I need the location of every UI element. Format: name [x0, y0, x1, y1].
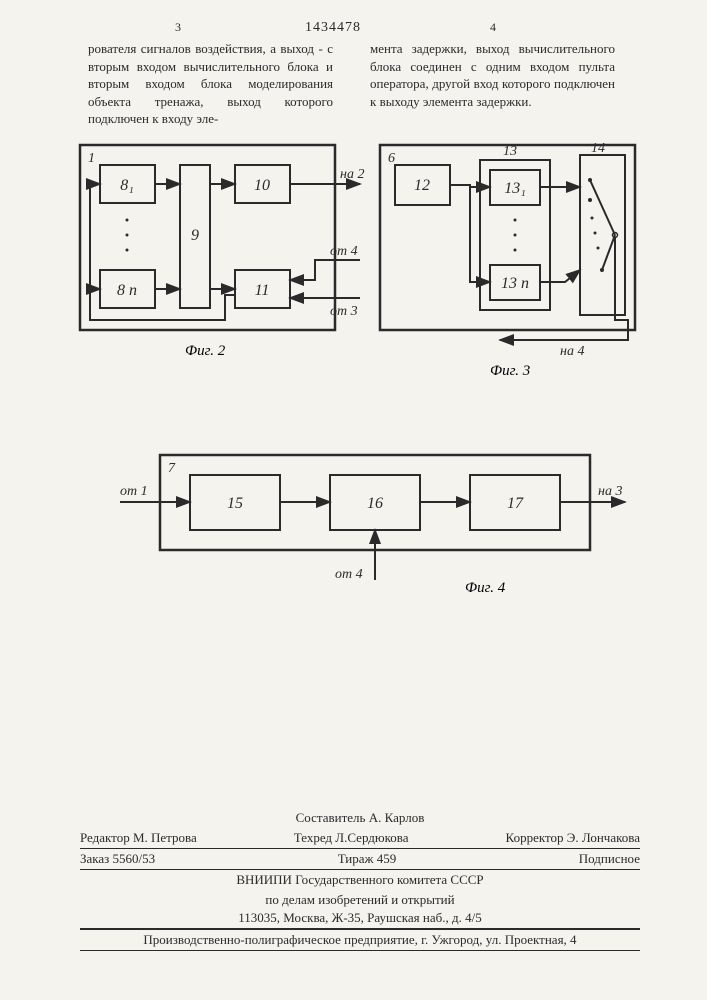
fig3-b131: 13₁ [504, 180, 526, 197]
credits-block: Составитель А. Карлов Редактор М. Петров… [80, 810, 640, 951]
fig2-ot4: от 4 [330, 244, 358, 259]
fig2-b9: 9 [191, 227, 199, 244]
fig4-b15: 15 [227, 495, 243, 512]
diagrams-area: 1 8₁ 8 n 9 10 11 на 2 от 4 от 3 Фиг. 2 6… [70, 140, 645, 615]
techred: Техред Л.Сердюкова [294, 830, 409, 846]
fig3-outer-label: 6 [388, 151, 395, 166]
fig4-caption: Фиг. 4 [465, 580, 506, 596]
fig4-outer-label: 7 [168, 461, 176, 476]
tirazh: Тираж 459 [338, 851, 397, 867]
org2: по делам изобретений и открытий [80, 890, 640, 910]
order: Заказ 5560/53 [80, 851, 155, 867]
corrector: Корректор Э. Лончакова [506, 830, 640, 846]
fig4-ot1: от 1 [120, 484, 148, 499]
printer: Производственно-полиграфическое предприя… [80, 930, 640, 951]
fig4: 7 15 16 17 от 1 на 3 от 4 [120, 455, 625, 582]
fig3: 6 12 13 13₁ 13 n 14 на 4 [380, 141, 635, 359]
patent-number: 1434478 [305, 20, 361, 36]
fig3-sw-label: 14 [591, 141, 605, 156]
fig3-b12: 12 [414, 177, 430, 194]
fig3-na4: на 4 [560, 344, 584, 359]
text-column-left: рователя сигналов воздействия, а выход -… [88, 40, 333, 128]
fig4-b17: 17 [507, 495, 524, 512]
fig4-na3: на 3 [598, 484, 622, 499]
fig3-b13n: 13 n [501, 275, 529, 292]
fig2-b8n: 8 n [117, 282, 137, 299]
fig2-na2: на 2 [340, 167, 364, 182]
fig2-outer-label: 1 [88, 151, 95, 166]
fig3-caption: Фиг. 3 [490, 363, 530, 379]
fig3-col-label: 13 [503, 144, 517, 159]
text-column-right: мента задержки, выход вычислительного бл… [370, 40, 615, 110]
fig2-b81: 8₁ [120, 177, 134, 194]
fig2-ot3: от 3 [330, 304, 358, 319]
editor: Редактор М. Петрова [80, 830, 197, 846]
fig2-caption: Фиг. 2 [185, 343, 226, 359]
figures-svg: 1 8₁ 8 n 9 10 11 на 2 от 4 от 3 Фиг. 2 6… [70, 140, 645, 610]
page-number-left: 3 [175, 20, 181, 35]
address: 113035, Москва, Ж-35, Раушская наб., д. … [80, 910, 640, 930]
fig4-ot4: от 4 [335, 567, 363, 582]
compiler-line: Составитель А. Карлов [80, 810, 640, 826]
fig2: 1 8₁ 8 n 9 10 11 на 2 от 4 от 3 [80, 145, 364, 330]
fig2-b10: 10 [254, 177, 270, 194]
page-number-right: 4 [490, 20, 496, 35]
subscription: Подписное [579, 851, 640, 867]
fig2-b11: 11 [255, 282, 270, 299]
org1: ВНИИПИ Государственного комитета СССР [80, 870, 640, 890]
fig4-b16: 16 [367, 495, 383, 512]
